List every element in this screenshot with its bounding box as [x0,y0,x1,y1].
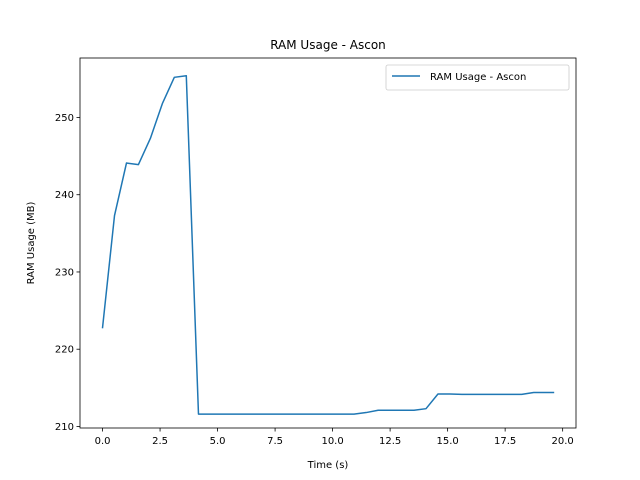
y-tick-label: 230 [55,267,74,278]
y-tick-label: 250 [55,113,74,124]
x-axis-label: Time (s) [307,460,349,471]
y-axis: 210 220 230 240 250 [55,113,80,433]
y-tick-label: 210 [55,422,74,433]
x-tick-label: 20.0 [552,436,574,447]
legend-box [385,64,570,91]
legend: RAM Usage - Ascon [385,64,570,91]
x-tick-label: 17.5 [494,436,516,447]
plot-area [101,75,555,415]
y-tick-label: 240 [55,190,74,201]
x-tick-label: 2.5 [152,436,168,447]
x-tick-label: 15.0 [436,436,458,447]
series-line-ram-usage [101,75,555,415]
x-tick-label: 0.0 [95,436,111,447]
x-tick-label: 10.0 [321,436,343,447]
x-tick-label: 7.5 [267,436,283,447]
legend-entry-ram-usage: RAM Usage - Ascon [430,72,526,83]
x-tick-label: 5.0 [210,436,226,447]
chart-title: RAM Usage - Ascon [270,38,386,52]
x-axis: 0.0 2.5 5.0 7.5 10.0 12.5 15.0 17.5 20.0 [95,428,574,447]
x-tick-label: 12.5 [379,436,401,447]
y-tick-label: 220 [55,345,74,356]
y-axis-label: RAM Usage (MB) [26,201,37,284]
plot-frame [79,57,577,429]
